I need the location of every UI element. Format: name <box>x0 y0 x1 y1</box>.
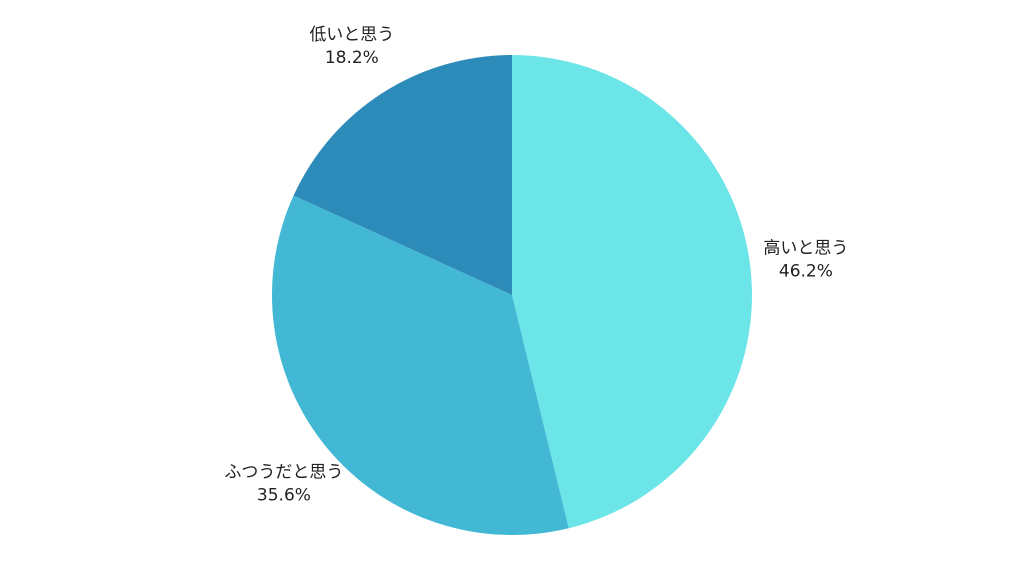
slice-value-label: 35.6% <box>257 486 311 506</box>
slice-label: 低いと思う <box>309 25 394 45</box>
slice-label: ふつうだと思う <box>224 463 343 483</box>
slice-label: 高いと思う <box>763 239 848 259</box>
slice-value-label: 18.2% <box>325 48 379 68</box>
pie-slice <box>512 55 753 529</box>
slice-value-label: 46.2% <box>779 262 833 282</box>
pie-slice <box>272 195 569 535</box>
pie-slice <box>293 55 512 295</box>
